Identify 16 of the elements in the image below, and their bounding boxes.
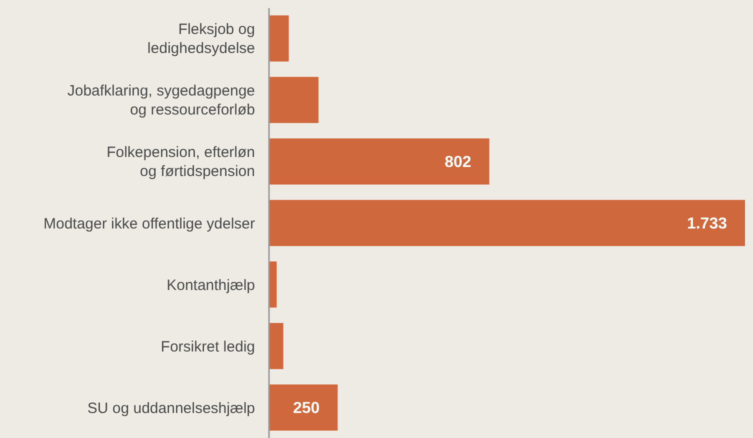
bar [269,76,318,124]
y-tick-label: Forsikret ledig [160,338,255,356]
y-tick-label: Jobafklaring, sygedagpenge og ressourceforløb [67,82,255,119]
y-tick-label: SU og uddannelseshjælp [87,400,255,417]
y-tick-label: Kontanthjælp [166,276,255,294]
bar [269,384,338,431]
bar [269,322,284,370]
y-tick-label: Folkepension, efterløn og førtidspension [106,144,255,180]
data-label: 802 [444,154,472,172]
bar [269,200,745,246]
y-tick-label: Modtager ikke offentlige ydelser [43,215,255,232]
data-label: 1.733 [686,216,728,233]
y-tick-label: Fleksjob og ledighedsydelse [147,21,255,58]
bar [269,138,490,185]
data-label: 250 [292,400,320,418]
bar [269,15,289,62]
